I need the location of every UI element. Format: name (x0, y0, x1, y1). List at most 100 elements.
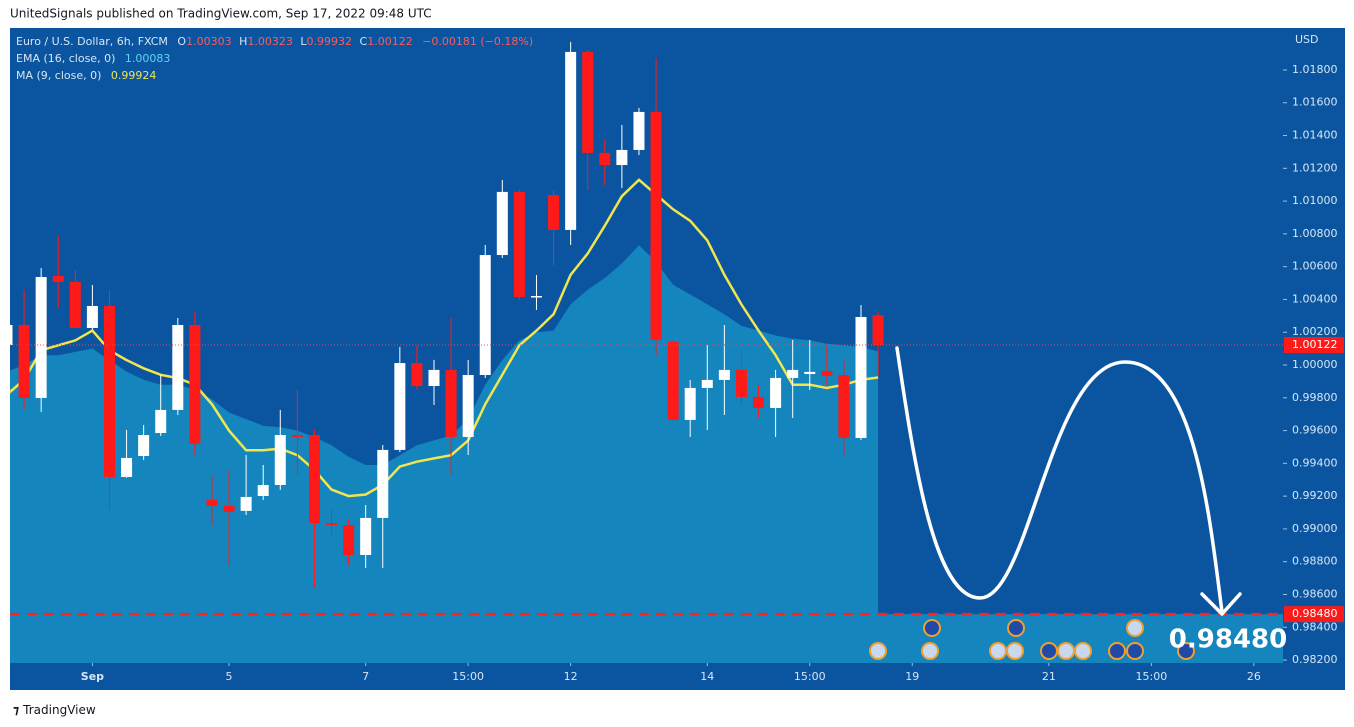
candle-body (35, 276, 47, 398)
y-tick-label: 1.00200 (1292, 325, 1338, 338)
candle-body (770, 377, 782, 408)
candle-body (274, 434, 286, 485)
candle-body (599, 152, 611, 166)
candle-body (377, 449, 389, 518)
legend-name: MA (9, close, 0) (16, 69, 101, 82)
candle-body (411, 363, 423, 386)
x-tick-label: 5 (226, 670, 233, 683)
y-tick-label: 0.99800 (1292, 391, 1338, 404)
y-tick-label: 0.98200 (1292, 653, 1338, 666)
target-price-box (1284, 606, 1344, 623)
last-price-box (1284, 337, 1344, 354)
legend-value: 1.00303 (186, 35, 232, 48)
candle-body (530, 295, 542, 298)
candle-body (735, 369, 747, 397)
y-tick-label: 1.01000 (1292, 194, 1338, 207)
x-tick-label: 12 (564, 670, 578, 683)
legend-letter: L (300, 35, 307, 48)
candle-body (52, 276, 64, 282)
candle-body (804, 371, 816, 375)
y-tick-label: 0.98800 (1292, 555, 1338, 568)
candle-body (138, 434, 150, 456)
candle-body (445, 369, 457, 437)
legend-value: 1.00083 (125, 52, 171, 65)
candle-body (86, 305, 98, 328)
candle-body (496, 191, 508, 256)
candle-body (462, 375, 474, 437)
plot-area (10, 41, 1283, 663)
event-icons (869, 619, 1195, 660)
x-tick-label: 26 (1247, 670, 1261, 683)
candle-body (69, 281, 81, 328)
candle-body (616, 149, 628, 166)
y-tick-label: 1.00600 (1292, 260, 1338, 273)
x-tick-label: 15:00 (794, 670, 826, 683)
candle-body (155, 409, 167, 434)
y-tick-label: 0.99400 (1292, 456, 1338, 469)
candle-body (582, 51, 594, 153)
y-tick-label: 1.01400 (1292, 129, 1338, 142)
candle-body (684, 387, 696, 420)
candle-body (291, 434, 303, 437)
target-annotation: 0.98480 (1169, 625, 1287, 655)
legend-letter: H (239, 35, 247, 48)
currency: USD (1295, 33, 1319, 46)
forecast-arrow (895, 346, 1242, 616)
candle-body (103, 305, 115, 477)
footer-logo: ⁊ (13, 703, 19, 717)
candle-body (565, 51, 577, 230)
candle-body (189, 325, 201, 445)
candle-body (787, 369, 799, 378)
candle-body (240, 496, 252, 511)
candle-body (548, 195, 560, 230)
candle-body (855, 316, 867, 438)
candle-body (308, 434, 320, 524)
candle-body (18, 325, 30, 398)
legend-letter: C (360, 35, 368, 48)
legend-value: 0.99932 (307, 35, 353, 48)
y-tick-label: 0.98400 (1292, 620, 1338, 633)
y-tick-label: 0.98600 (1292, 587, 1338, 600)
y-tick-label: 1.01800 (1292, 63, 1338, 76)
candle-body (667, 341, 679, 420)
x-tick-label: 21 (1042, 670, 1056, 683)
footer-text: TradingView (22, 703, 96, 717)
candle-body (650, 111, 662, 340)
ma-line (10, 178, 879, 498)
candle-body (701, 379, 713, 388)
y-tick-label: 0.99000 (1292, 522, 1338, 535)
target-price-label: 0.98480 (1292, 607, 1338, 620)
candle-body (838, 375, 850, 438)
candle-body (633, 111, 645, 150)
legend-letter: O (177, 35, 186, 48)
x-tick-label: 7 (362, 670, 369, 683)
candle-body (428, 369, 440, 386)
candle-body (479, 255, 491, 376)
candle-body (10, 325, 13, 346)
candle-body (206, 499, 218, 506)
legend-value: 1.00122 (367, 35, 413, 48)
candle-body (394, 363, 406, 450)
y-tick-label: 1.00000 (1292, 358, 1338, 371)
y-tick-label: 1.00400 (1292, 292, 1338, 305)
y-tick-label: 1.01600 (1292, 96, 1338, 109)
candle-body (326, 523, 338, 525)
candle-body (223, 505, 235, 513)
legend-ema: EMA (16, close, 0) 1.00083 (16, 52, 170, 65)
candle-body (513, 191, 525, 297)
x-tick-label: Sep (81, 670, 104, 683)
footer-brand: ⁊ TradingView (13, 703, 96, 717)
x-tick-label: 19 (905, 670, 919, 683)
candle-body (172, 325, 184, 410)
y-tick-label: 1.01200 (1292, 161, 1338, 174)
y-tick-label: 0.99200 (1292, 489, 1338, 502)
y-tick-label: 0.99600 (1292, 424, 1338, 437)
candle-body (121, 457, 133, 477)
legend-main: Euro / U.S. Dollar, 6h, FXCM O1.00303 H1… (16, 35, 533, 48)
legend-value: 1.00323 (247, 35, 293, 48)
x-tick-label: 14 (700, 670, 714, 683)
candle-body (360, 517, 372, 555)
ema-area (10, 245, 879, 663)
y-tick-label: 1.00800 (1292, 227, 1338, 240)
